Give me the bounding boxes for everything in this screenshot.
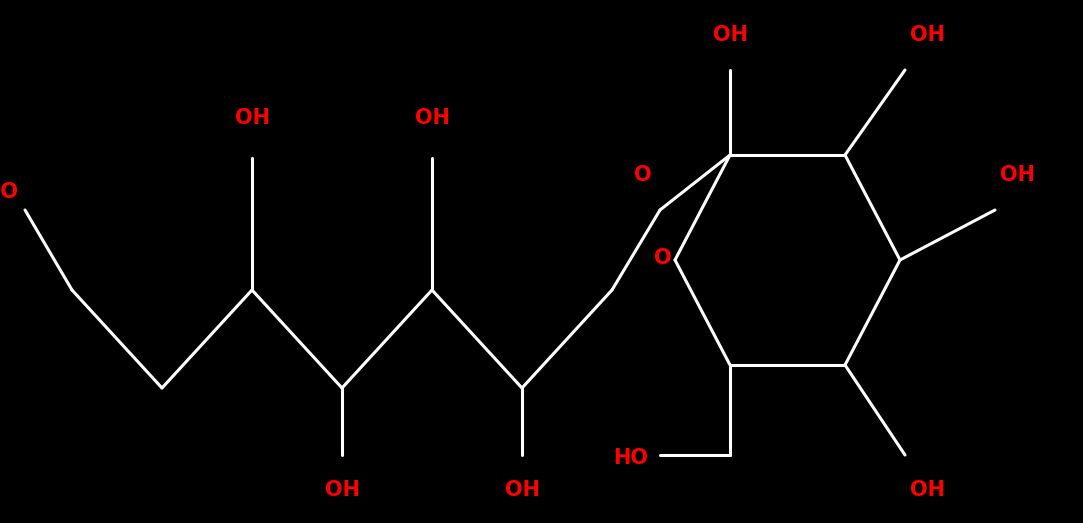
Text: OH: OH [505,480,539,500]
Text: OH: OH [235,108,270,128]
Text: HO: HO [613,448,648,468]
Text: OH: OH [325,480,360,500]
Text: OH: OH [713,25,747,45]
Text: OH: OH [910,480,945,500]
Text: OH: OH [910,25,945,45]
Text: OH: OH [1000,165,1035,185]
Text: HO: HO [0,182,18,202]
Text: OH: OH [415,108,449,128]
Text: O: O [654,248,671,268]
Text: O: O [635,165,652,185]
